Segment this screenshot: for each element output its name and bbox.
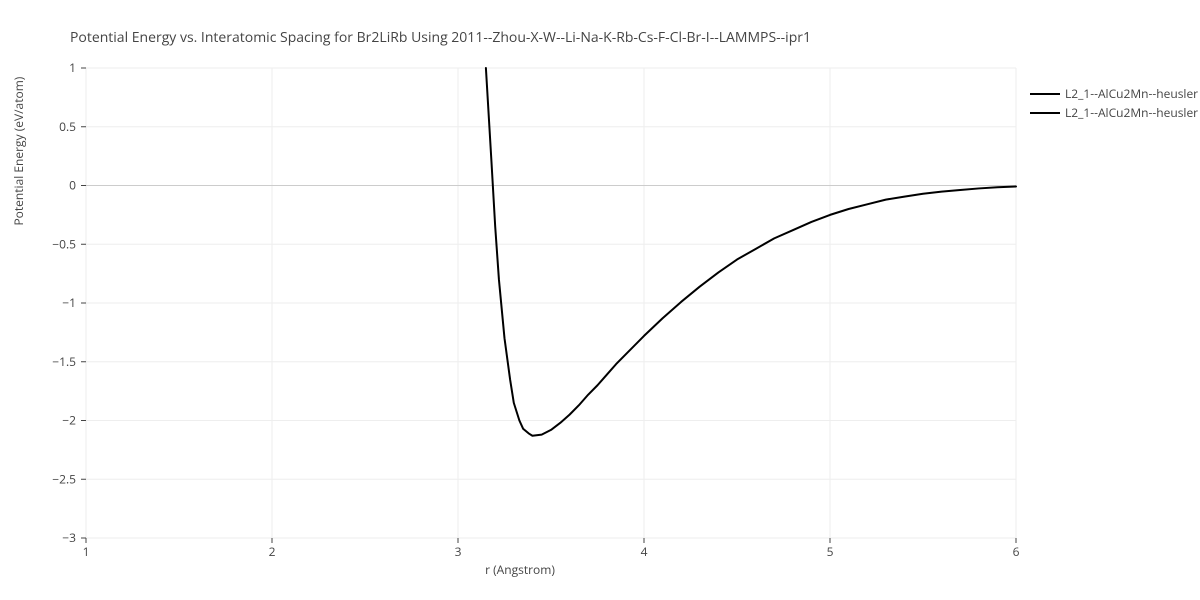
x-axis-label: r (Angstrom) [0, 561, 1040, 578]
svg-text:−1.5: −1.5 [52, 353, 76, 370]
chart-title: Potential Energy vs. Interatomic Spacing… [70, 28, 811, 47]
svg-text:3: 3 [455, 543, 462, 560]
chart-container: Potential Energy vs. Interatomic Spacing… [0, 0, 1200, 600]
legend-label: L2_1--AlCu2Mn--heusler [1065, 104, 1198, 121]
svg-text:1: 1 [69, 59, 76, 76]
svg-text:2: 2 [269, 543, 276, 560]
svg-text:0.5: 0.5 [59, 118, 76, 135]
y-axis-label: Potential Energy (eV/atom) [10, 77, 27, 226]
plot-area: 123456−3−2.5−2−1.5−1−0.500.51 [86, 68, 1016, 538]
svg-text:−2.5: −2.5 [52, 470, 76, 487]
legend-label: L2_1--AlCu2Mn--heusler [1065, 85, 1198, 102]
svg-text:5: 5 [827, 543, 834, 560]
svg-text:−2: −2 [62, 412, 76, 429]
svg-text:0: 0 [69, 177, 76, 194]
legend-swatch-icon [1030, 93, 1060, 95]
svg-text:−1: −1 [62, 294, 76, 311]
legend-item: L2_1--AlCu2Mn--heusler [1030, 85, 1198, 102]
svg-text:−3: −3 [62, 529, 76, 546]
legend: L2_1--AlCu2Mn--heusler L2_1--AlCu2Mn--he… [1030, 85, 1198, 123]
legend-item: L2_1--AlCu2Mn--heusler [1030, 104, 1198, 121]
svg-text:6: 6 [1013, 543, 1020, 560]
plot-svg: 123456−3−2.5−2−1.5−1−0.500.51 [86, 68, 1016, 538]
svg-text:−0.5: −0.5 [52, 235, 76, 252]
svg-text:1: 1 [83, 543, 90, 560]
legend-swatch-icon [1030, 112, 1060, 114]
svg-text:4: 4 [641, 543, 648, 560]
